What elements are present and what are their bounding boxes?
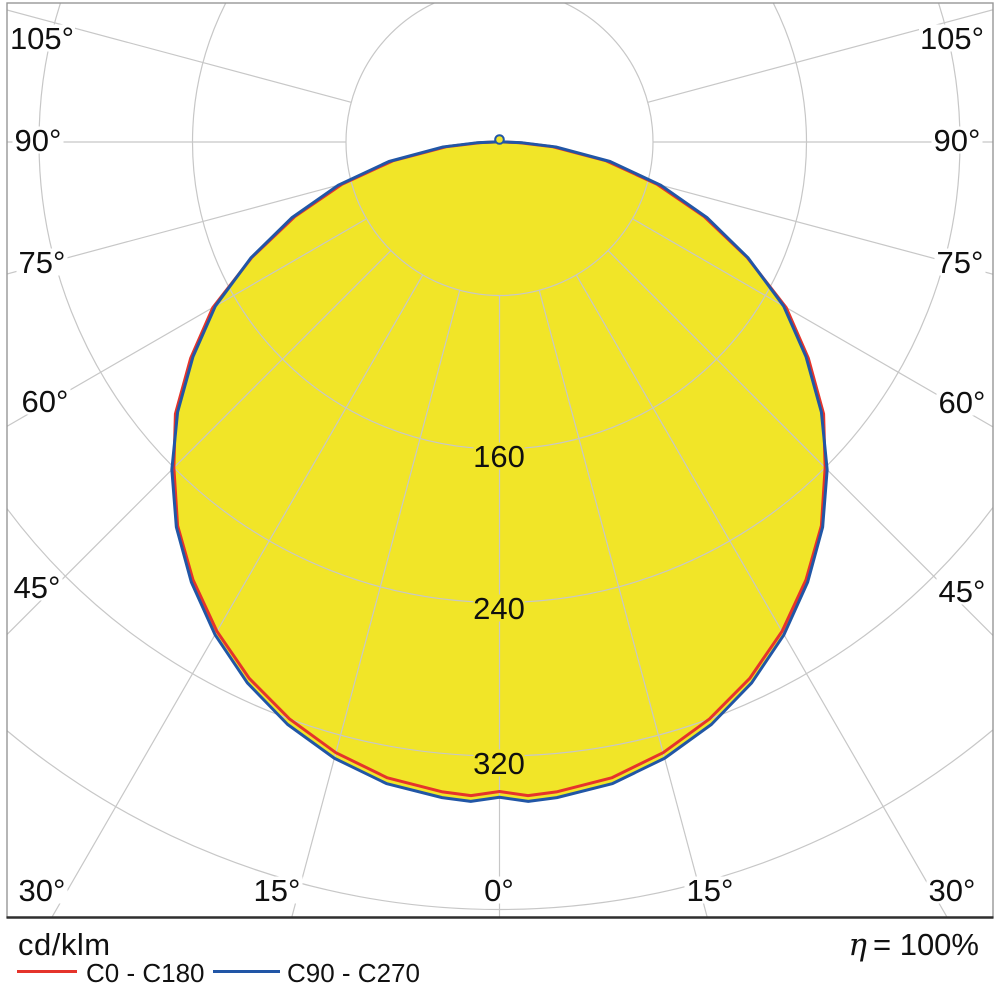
angle-label-bg <box>934 248 986 276</box>
angle-label-bg <box>481 876 517 904</box>
angle-label: 90° <box>934 123 981 158</box>
angle-label-bg <box>9 24 75 52</box>
grid-spoke--30 <box>51 274 424 918</box>
angle-label: 75° <box>19 245 66 280</box>
angle-label: 90° <box>15 123 62 158</box>
grid-spoke--60 <box>7 218 367 428</box>
ring-label: 160 <box>473 439 525 474</box>
grid-spoke--105 <box>7 9 352 103</box>
angle-label: 60° <box>939 385 986 420</box>
ring-label: 320 <box>473 746 525 781</box>
angle-label: 0° <box>484 873 514 908</box>
efficiency-value: = 100% <box>872 927 979 962</box>
polar-chart-canvas: 105° 90° 75° 60° 45° 30° 15° 0° 15° 30° 45° 60° 75° 9… <box>6 2 994 919</box>
angle-label: 105° <box>10 21 74 56</box>
units-label: cd/klm <box>18 927 111 962</box>
angle-label-bg <box>11 573 63 601</box>
angle-label-bg <box>919 24 985 52</box>
angle-label-bg <box>684 876 736 904</box>
grid-spoke--75 <box>7 181 352 275</box>
grid-spoke-45 <box>607 250 993 637</box>
legend-swatch-c0-c180 <box>17 970 77 973</box>
ring-label-bg <box>473 749 525 777</box>
efficiency-label: η = 100% <box>848 927 979 963</box>
ring-label-bg <box>473 442 525 470</box>
angle-label-bg <box>16 876 68 904</box>
angle-label: 75° <box>937 245 984 280</box>
angle-label-bg <box>19 387 71 415</box>
angle-label: 30° <box>929 873 976 908</box>
angle-label: 105° <box>920 21 984 56</box>
ring-label-bg <box>473 594 525 622</box>
angle-label-bg <box>936 388 988 416</box>
grid-spoke-75 <box>647 181 993 275</box>
legend-label-c0-c180: C0 - C180 <box>86 958 205 988</box>
angle-label: 15° <box>687 873 734 908</box>
angle-label: 45° <box>939 574 986 609</box>
curve-C90-C270 <box>170 140 829 803</box>
angle-label-bg <box>926 876 978 904</box>
grid-spoke--45 <box>7 250 392 636</box>
angle-label: 30° <box>19 873 66 908</box>
grid-spoke-30 <box>575 274 948 918</box>
angle-label-bg <box>931 126 983 154</box>
angle-label-bg <box>12 126 64 154</box>
eta-symbol: η <box>848 927 867 963</box>
angle-label-bg <box>936 577 988 605</box>
angle-label-bg <box>251 876 303 904</box>
legend-label-c90-c270: C90 - C270 <box>287 958 420 988</box>
legend-swatch-c90-c270 <box>213 970 280 973</box>
center-marker <box>494 134 505 145</box>
grid-spoke-105 <box>647 9 993 103</box>
angle-label: 15° <box>254 873 301 908</box>
angle-label: 45° <box>14 570 61 605</box>
grid-spoke-60 <box>632 218 993 428</box>
ring-label: 240 <box>473 591 525 626</box>
angle-label-bg <box>16 248 68 276</box>
angle-label: 60° <box>22 384 69 419</box>
